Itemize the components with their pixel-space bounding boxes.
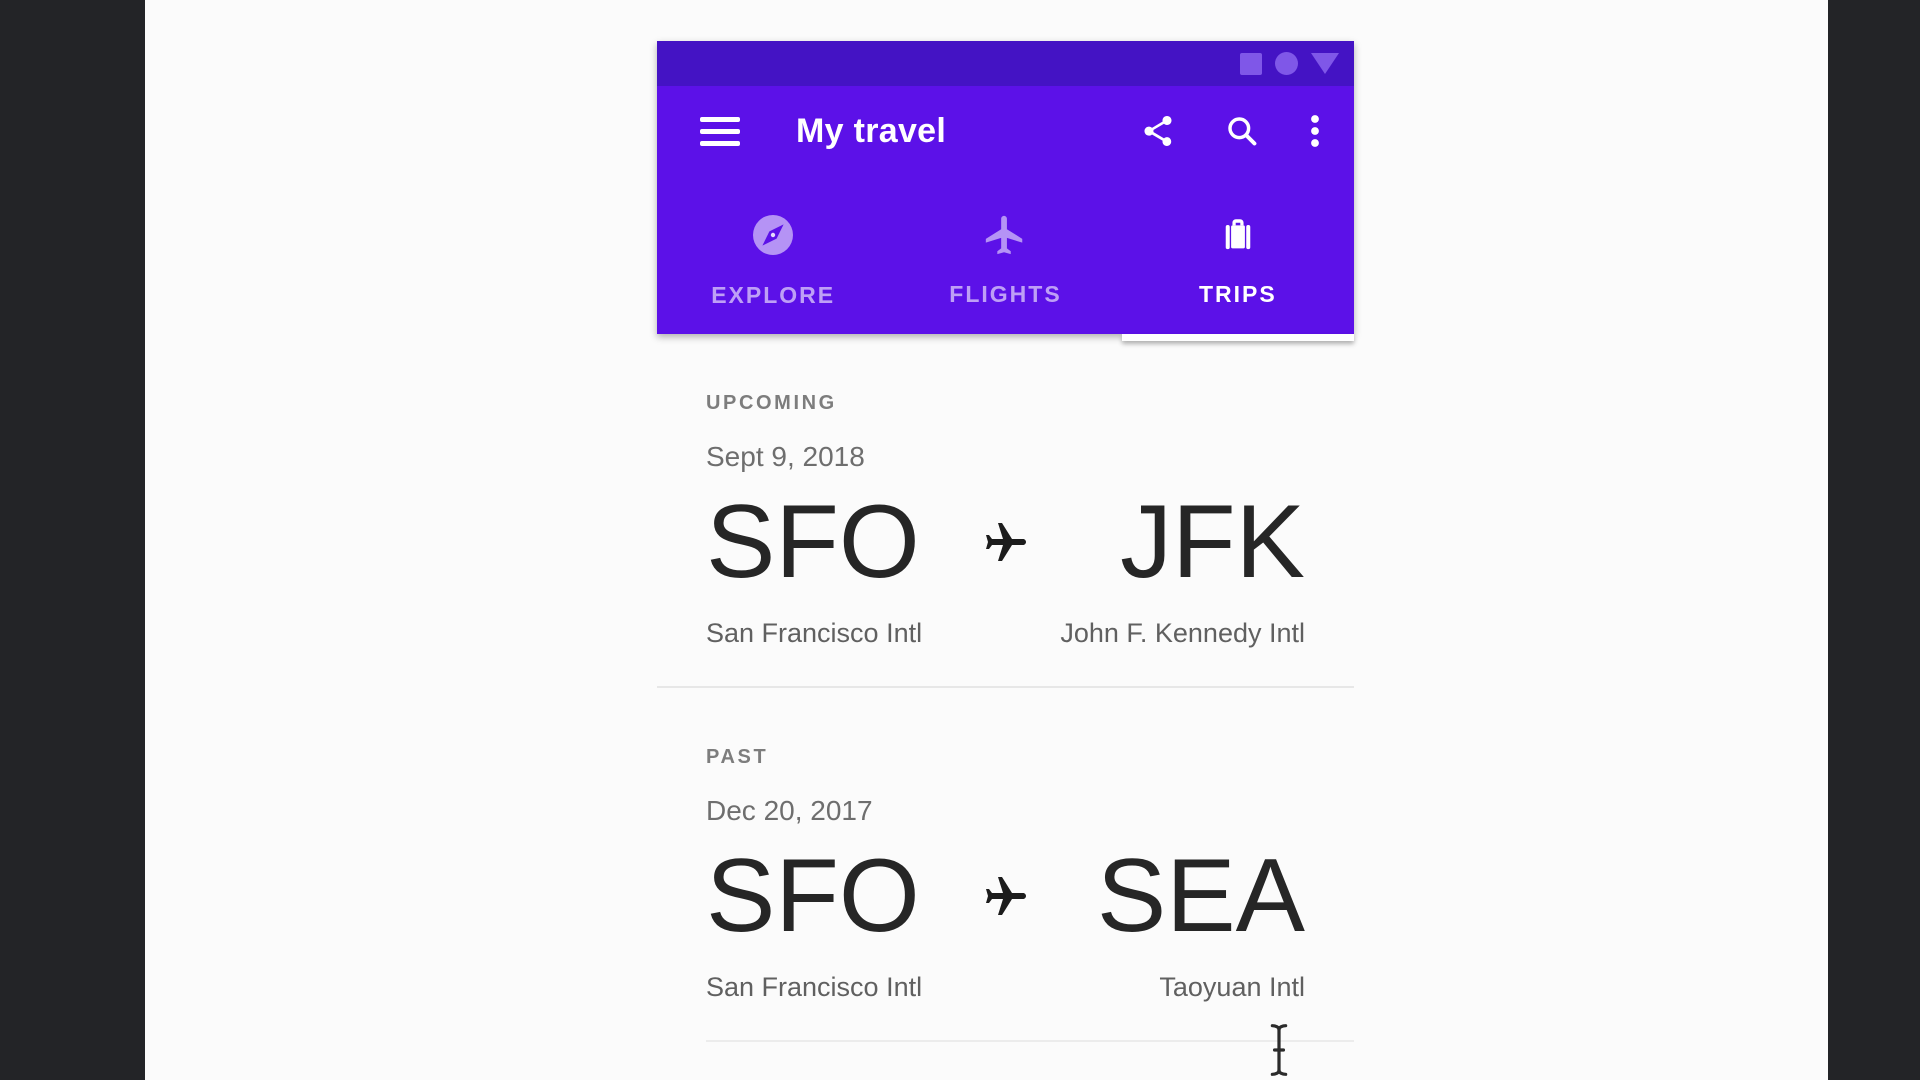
square-control-icon[interactable] — [1240, 52, 1262, 75]
tab-trips[interactable]: TRIPS — [1122, 176, 1354, 334]
tab-explore-label: EXPLORE — [711, 282, 836, 308]
trip-airport-names: San Francisco Intl Taoyuan Intl — [706, 971, 1305, 1004]
list-item-divider — [706, 1040, 1354, 1042]
origin-code: SFO — [706, 484, 920, 600]
flight-direction-icon — [982, 519, 1030, 567]
origin-code: SFO — [706, 838, 920, 954]
search-icon[interactable] — [1224, 113, 1260, 149]
trip-date: Sept 9, 2018 — [706, 441, 865, 472]
trip-airport-names: San Francisco Intl John F. Kennedy Intl — [706, 617, 1305, 650]
destination-name: Taoyuan Intl — [1159, 972, 1305, 1002]
trip-date: Dec 20, 2017 — [706, 795, 873, 826]
tab-flights[interactable]: FLIGHTS — [889, 176, 1121, 334]
flight-direction-icon — [982, 873, 1030, 921]
app-header: My travel — [657, 41, 1354, 341]
triangle-down-control-icon[interactable] — [1311, 53, 1339, 74]
trip-route: SFO JFK — [706, 490, 1305, 595]
section-label-past: PAST — [706, 746, 769, 768]
section-label-upcoming: UPCOMING — [706, 392, 837, 414]
more-vert-icon[interactable] — [1308, 113, 1322, 149]
trips-list: UPCOMING Sept 9, 2018 SFO JFK San Franci… — [657, 390, 1354, 1042]
destination-code: SEA — [1096, 838, 1305, 954]
section-divider — [657, 686, 1354, 688]
travel-app-window: My travel — [657, 41, 1354, 1042]
menu-icon[interactable] — [700, 116, 740, 146]
trip-route: SFO SEA — [706, 844, 1305, 949]
active-tab-indicator — [1121, 334, 1354, 341]
destination-name: John F. Kennedy Intl — [1060, 618, 1305, 648]
page-title: My travel — [796, 111, 947, 150]
app-stage: My travel — [145, 0, 1828, 1080]
trip-row[interactable]: Sept 9, 2018 SFO JFK San Francisco Intl … — [706, 440, 1305, 650]
share-icon[interactable] — [1140, 113, 1176, 149]
destination-code: JFK — [1120, 484, 1305, 600]
tab-bar: EXPLORE FLIGHTS — [657, 176, 1354, 334]
app-bar-actions — [1140, 113, 1322, 149]
origin-name: San Francisco Intl — [706, 618, 923, 648]
luggage-icon — [1215, 212, 1261, 263]
text-cursor-ibeam — [1264, 1022, 1294, 1080]
circle-control-icon[interactable] — [1275, 52, 1298, 75]
origin-name: San Francisco Intl — [706, 972, 923, 1002]
trip-row[interactable]: Dec 20, 2017 SFO SEA San Francisco Intl … — [706, 794, 1305, 1004]
tab-flights-label: FLIGHTS — [949, 281, 1062, 307]
tab-explore[interactable]: EXPLORE — [657, 176, 889, 334]
flight-icon — [982, 212, 1028, 263]
status-bar — [657, 41, 1354, 86]
compass-icon — [749, 211, 797, 264]
app-bar: My travel — [657, 86, 1354, 176]
tab-trips-label: TRIPS — [1198, 281, 1277, 307]
